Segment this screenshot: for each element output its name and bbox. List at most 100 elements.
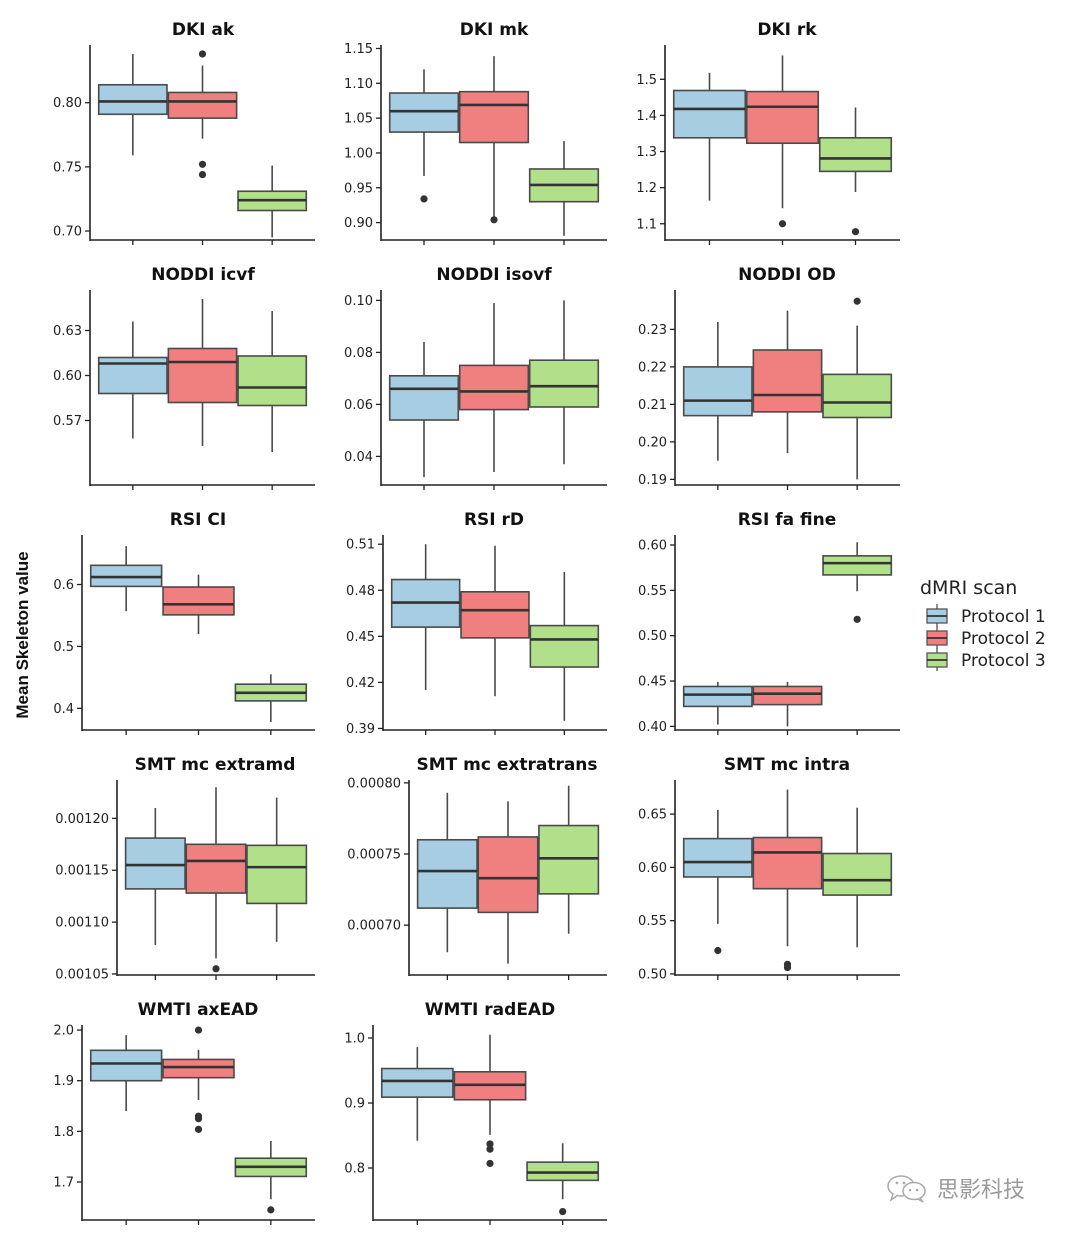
box-protocol-3 xyxy=(822,373,893,419)
panel-noddi-isovf: NODDI isovf 0.04 0.06 0.08 0.10 xyxy=(344,265,607,490)
y-tick-label: 1.15 xyxy=(344,42,373,57)
y-tick-label: 0.75 xyxy=(53,160,82,175)
y-tick-label: 0.00110 xyxy=(55,916,109,931)
box-protocol-2 xyxy=(167,91,238,119)
box-protocol-3 xyxy=(237,355,308,407)
y-tick-label: 1.4 xyxy=(636,109,657,124)
box-protocol-3 xyxy=(818,137,893,173)
panel-title: RSI rD xyxy=(464,510,524,530)
y-tick-label: 0.9 xyxy=(344,1097,365,1112)
panel-title: WMTI radEAD xyxy=(425,1000,555,1020)
outlier-point xyxy=(486,1140,494,1148)
outlier-point xyxy=(194,1125,203,1133)
panel-dki-ak: DKI ak 0.70 0.75 0.80 xyxy=(53,20,315,245)
panel-dki-mk: DKI mk 0.90 0.95 1.00 1.05 1.10 1.15 xyxy=(344,20,607,245)
y-tick-label: 0.00070 xyxy=(347,919,401,934)
box-protocol-3 xyxy=(822,852,893,896)
outlier-point xyxy=(851,228,860,236)
y-tick-label: 0.06 xyxy=(344,398,373,413)
y-tick-label: 0.21 xyxy=(638,398,667,413)
legend-entry-2: Protocol 2 xyxy=(926,626,1046,649)
wechat-icon xyxy=(887,1175,926,1203)
y-tick-label: 0.20 xyxy=(638,435,667,450)
panel-title: NODDI OD xyxy=(738,265,836,285)
y-tick-label: 1.00 xyxy=(344,146,373,161)
box-protocol-3 xyxy=(529,624,600,668)
y-tick-label: 1.10 xyxy=(344,77,373,92)
y-tick-label: 0.45 xyxy=(346,630,375,645)
box-protocol-1 xyxy=(672,89,747,139)
legend-label: Protocol 3 xyxy=(961,651,1046,671)
panel-smt-mc-intra: SMT mc intra 0.50 0.55 0.60 0.65 xyxy=(638,755,900,982)
panel-wmti-axead: WMTI axEAD 1.7 1.8 1.9 2.0 xyxy=(53,1000,315,1225)
box-protocol-3 xyxy=(528,359,600,408)
y-tick-label: 0.70 xyxy=(53,225,82,240)
outlier-point xyxy=(486,1159,494,1168)
y-tick-label: 0.00105 xyxy=(55,967,109,982)
box-protocol-1 xyxy=(89,1049,163,1082)
legend-label: Protocol 1 xyxy=(961,607,1046,627)
panel-smt-mc-extratrans: SMT mc extratrans 0.00070 0.00075 0.00080 xyxy=(347,755,607,980)
box-protocol-2 xyxy=(752,836,823,890)
y-tick-label: 0.51 xyxy=(346,538,375,553)
y-tick-label: 0.42 xyxy=(346,676,375,691)
y-tick-label: 0.60 xyxy=(53,369,82,384)
y-tick-label: 0.4 xyxy=(53,702,74,717)
legend-entry-3: Protocol 3 xyxy=(926,648,1046,671)
y-tick-label: 0.22 xyxy=(638,360,667,375)
y-tick-label: 1.1 xyxy=(636,217,657,232)
y-tick-label: 0.90 xyxy=(344,216,373,231)
box-protocol-2 xyxy=(162,586,235,616)
box-protocol-2 xyxy=(752,685,823,706)
outlier-point xyxy=(198,50,207,58)
box-protocol-2 xyxy=(185,843,247,894)
panel-title: WMTI axEAD xyxy=(138,1000,259,1020)
y-tick-label: 0.8 xyxy=(344,1162,365,1177)
y-tick-label: 0.50 xyxy=(638,629,667,644)
y-tick-label: 1.5 xyxy=(636,73,657,88)
outlier-point xyxy=(783,963,792,972)
panel-title: DKI mk xyxy=(460,20,529,40)
y-tick-label: 0.39 xyxy=(346,722,375,737)
y-tick-label: 0.60 xyxy=(638,861,667,876)
y-tick-label: 1.0 xyxy=(344,1032,365,1047)
box-protocol-1 xyxy=(380,1067,454,1098)
y-tick-label: 0.00080 xyxy=(347,776,401,791)
y-tick-label: 0.00075 xyxy=(347,848,401,863)
outlier-point xyxy=(486,1145,494,1153)
watermark: 思影科技 xyxy=(885,1172,1025,1204)
box-protocol-1 xyxy=(682,366,753,417)
outlier-point xyxy=(420,195,428,203)
box-protocol-2 xyxy=(460,591,530,639)
panel-noddi-od: NODDI OD 0.19 0.20 0.21 0.22 0.23 xyxy=(638,265,900,490)
panel-title: SMT mc extramd xyxy=(135,755,296,775)
outlier-point xyxy=(198,160,207,168)
panel-noddi-icvf: NODDI icvf 0.57 0.60 0.63 xyxy=(53,265,315,490)
panel-smt-mc-extramd: SMT mc extramd 0.00105 0.00110 0.00115 0.001… xyxy=(55,755,315,982)
box-protocol-1 xyxy=(416,838,478,909)
y-tick-label: 0.04 xyxy=(344,450,373,465)
outlier-point xyxy=(714,946,722,955)
y-tick-label: 1.9 xyxy=(53,1074,74,1089)
panel-title: RSI fa fine xyxy=(738,510,837,530)
outlier-point xyxy=(194,1115,203,1123)
panel-title: NODDI icvf xyxy=(151,265,255,285)
box-protocol-3 xyxy=(822,555,893,576)
box-protocol-1 xyxy=(682,837,753,878)
y-tick-label: 0.45 xyxy=(638,675,667,690)
box-protocol-1 xyxy=(682,685,753,708)
y-tick-label: 0.50 xyxy=(638,967,667,982)
watermark-text: 思影科技 xyxy=(937,1178,1026,1203)
panel-title: DKI ak xyxy=(172,20,235,40)
outlier-point xyxy=(778,220,787,228)
panel-title: SMT mc intra xyxy=(724,755,850,775)
y-tick-label: 1.3 xyxy=(636,145,657,160)
legend-title: dMRI scan xyxy=(920,577,1017,599)
panel-rsi-rd: RSI rD 0.39 0.42 0.45 0.48 0.51 xyxy=(346,510,607,737)
panel-title: RSI CI xyxy=(170,510,226,530)
panel-title: DKI rk xyxy=(757,20,817,40)
y-tick-label: 0.00115 xyxy=(55,864,109,879)
y-tick-label: 0.40 xyxy=(638,720,667,735)
